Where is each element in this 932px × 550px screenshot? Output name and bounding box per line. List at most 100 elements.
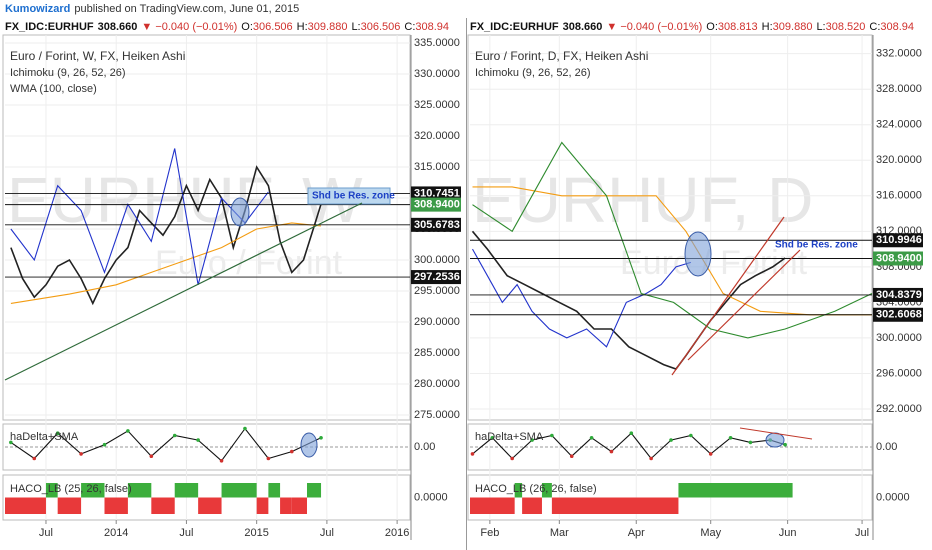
- quote-part: ▼ −0.040 (−0.01%): [141, 21, 237, 33]
- author[interactable]: Kumowizard: [5, 3, 70, 15]
- haco-bar: [306, 483, 322, 498]
- haco-bar: [678, 483, 793, 498]
- indicator-dot: [530, 438, 534, 442]
- indicator-dot: [126, 429, 130, 433]
- annotation: Shd be Res. zone: [775, 240, 858, 251]
- quote-part: C:: [404, 21, 415, 33]
- y-tick-label: 324.0000: [876, 119, 922, 131]
- indicator-title: haDelta+SMA: [475, 431, 544, 443]
- level-badge: [873, 251, 923, 266]
- x-tick-label: May: [700, 527, 721, 539]
- haco-bar: [541, 483, 552, 498]
- haco-bar: [522, 497, 542, 514]
- haco-bar: [5, 497, 46, 514]
- y-tick-label: 300.0000: [876, 332, 922, 344]
- study-label: WMA (100, close): [10, 83, 97, 95]
- y-tick-label: 0.00: [876, 441, 897, 453]
- indicator-dot: [550, 433, 554, 438]
- quote-part: 306.506: [253, 21, 293, 33]
- level-label: 308.9400: [876, 252, 922, 264]
- y-tick-label: 335.0000: [414, 37, 460, 49]
- trend-line: [4, 202, 363, 381]
- quote-part: L:: [816, 21, 825, 33]
- y-tick-label: 325.0000: [414, 99, 460, 111]
- channel-line: [671, 216, 785, 376]
- indicator-dot: [149, 454, 154, 459]
- study-label: Ichimoku (9, 26, 52, 26): [10, 67, 126, 79]
- y-tick-label: 275.0000: [414, 409, 460, 421]
- indicator-dot: [728, 436, 733, 440]
- indicator-dot: [669, 438, 673, 442]
- haco-bar: [221, 483, 257, 498]
- x-tick-label: Mar: [550, 527, 569, 539]
- level-label: 297.2536: [414, 271, 460, 283]
- indicator-dot: [470, 452, 475, 456]
- level-badge: [873, 287, 923, 302]
- quote-part: 308.94: [880, 21, 914, 33]
- indicator-dot: [32, 456, 37, 461]
- trend-line: [739, 427, 813, 440]
- quote-part: FX_IDC:EURHUF: [5, 21, 94, 33]
- quote-part: 308.520: [826, 21, 866, 33]
- quote: FX_IDC:EURHUF 308.660 ▼ −0.040 (−0.01%) O:3…: [5, 21, 449, 33]
- level-label: 302.6068: [876, 309, 922, 321]
- pane-frame: [467, 34, 873, 421]
- indicator-dot: [9, 440, 13, 445]
- header: Kumowizard published on TradingView.com, …: [5, 3, 299, 15]
- price-line: [472, 186, 872, 316]
- highlight: [300, 432, 318, 458]
- haco-bar: [470, 497, 515, 514]
- level-badge: [411, 217, 461, 232]
- x-tick-label: 2016: [385, 527, 409, 539]
- level-badge: [411, 197, 461, 212]
- y-tick-label: 320.0000: [414, 130, 460, 142]
- chart-title: Euro / Forint, D, FX, Heiken Ashi: [475, 49, 648, 63]
- indicator-title: haDelta+SMA: [10, 431, 79, 443]
- indicator-dot: [219, 459, 224, 463]
- haco-bar: [45, 483, 58, 498]
- haco-bar: [268, 483, 281, 498]
- quote-part: O:: [706, 21, 718, 33]
- quote-part: L:: [351, 21, 360, 33]
- watermark: Euro / Forint: [620, 244, 808, 282]
- y-tick-label: 332.0000: [876, 48, 922, 60]
- y-tick-label: 280.0000: [414, 378, 460, 390]
- indicator-dot: [629, 431, 634, 436]
- haco-bar: [291, 497, 307, 514]
- level-label: 310.7451: [414, 187, 460, 199]
- quote-part: 308.94: [415, 21, 449, 33]
- quote-part: 308.813: [718, 21, 758, 33]
- y-tick-label: 316.0000: [876, 190, 922, 202]
- haco-bar: [280, 497, 292, 514]
- chart-title: Euro / Forint, W, FX, Heiken Ashi: [10, 49, 185, 63]
- indicator-line: [10, 427, 322, 462]
- indicator-dot: [689, 433, 693, 438]
- price-line: [10, 165, 322, 306]
- indicator-dot: [266, 456, 271, 461]
- x-tick-label: 2015: [244, 527, 268, 539]
- level-badge: [873, 233, 923, 248]
- indicator-dot: [172, 433, 177, 438]
- x-tick-label: Feb: [480, 527, 499, 539]
- indicator-dot: [589, 436, 594, 440]
- haco-bar: [174, 483, 199, 498]
- x-tick-label: Jul: [179, 527, 193, 539]
- haco-bar: [81, 483, 105, 498]
- level-label: 305.6783: [414, 219, 460, 231]
- indicator-dot: [102, 442, 107, 447]
- haco-title: HACO_LB (26, 26, false): [475, 483, 597, 495]
- price-line: [10, 148, 269, 285]
- y-tick-label: 290.0000: [414, 316, 460, 328]
- y-tick-label: 0.0000: [876, 491, 910, 503]
- level-label: 304.8379: [876, 289, 922, 301]
- y-tick-label: 315.0000: [414, 161, 460, 173]
- annotation: Shd be Res. zone: [312, 191, 395, 202]
- pane-frame: [2, 423, 411, 471]
- y-tick-label: 0.0000: [414, 491, 448, 503]
- haco-title: HACO_LB (25, 26, false): [10, 483, 132, 495]
- indicator-dot: [289, 449, 294, 454]
- indicator-dot: [649, 456, 653, 461]
- x-tick-label: 2014: [104, 527, 128, 539]
- indicator-dot: [490, 436, 495, 440]
